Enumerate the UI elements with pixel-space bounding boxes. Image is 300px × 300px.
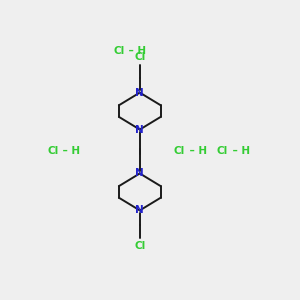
Text: Cl: Cl: [217, 146, 228, 157]
Text: – H: – H: [229, 146, 250, 157]
Text: – H: – H: [59, 146, 80, 157]
Text: N: N: [135, 206, 144, 215]
Text: Cl: Cl: [134, 52, 146, 62]
Text: Cl: Cl: [113, 46, 125, 56]
Text: Cl: Cl: [134, 241, 146, 251]
Text: Cl: Cl: [47, 146, 58, 157]
Text: N: N: [135, 124, 144, 135]
Text: – H: – H: [186, 146, 207, 157]
Text: Cl: Cl: [174, 146, 185, 157]
Text: – H: – H: [125, 46, 146, 56]
Text: N: N: [135, 88, 144, 98]
Text: N: N: [135, 168, 144, 178]
